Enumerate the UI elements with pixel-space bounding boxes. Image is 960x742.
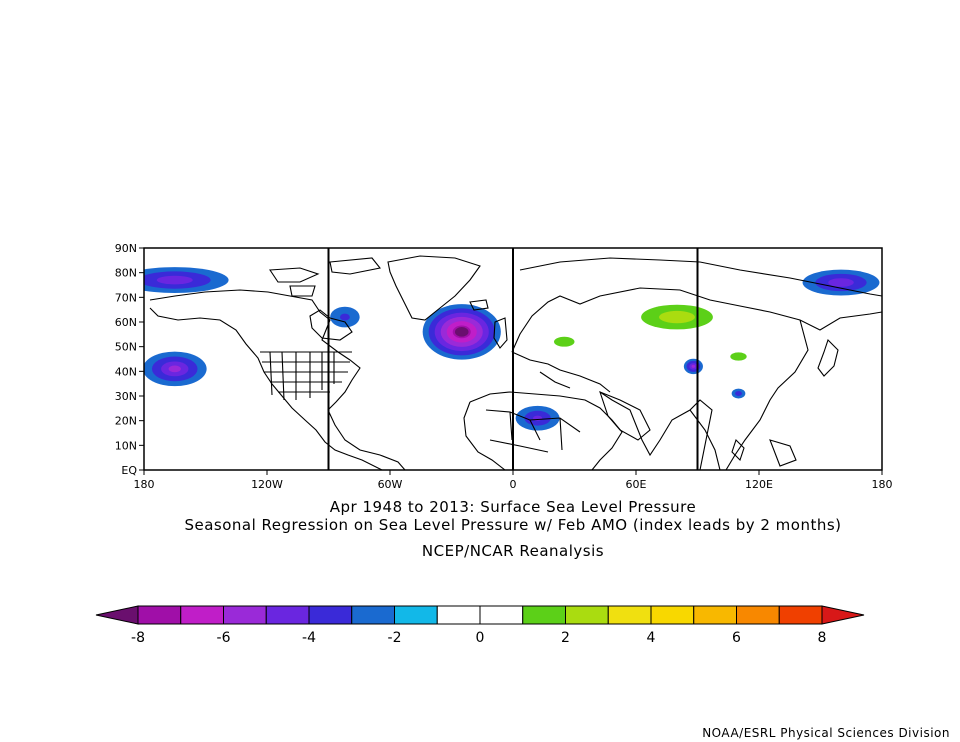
anomaly-cell — [330, 306, 360, 328]
colorbar: -8 -6 -4 -2 0 2 4 6 8 — [95, 605, 865, 646]
chart-source: NCEP/NCAR Reanalysis — [421, 542, 605, 560]
colorbar-swatch — [522, 605, 566, 625]
x-tick-label: 0 — [510, 478, 517, 491]
contour-band — [735, 391, 742, 396]
chart-title: Apr 1948 to 2013: Surface Sea Level Pres… — [329, 498, 697, 516]
anomaly-cell — [623, 298, 731, 336]
y-tick-label: 80N — [115, 267, 137, 280]
y-tick-label: EQ — [121, 464, 137, 477]
colorbar-label: -8 — [131, 630, 145, 646]
y-tick-label: 90N — [115, 242, 137, 255]
anomaly-cell — [827, 392, 835, 400]
x-tick-label: 120W — [251, 478, 283, 491]
colorbar-label: 2 — [561, 630, 570, 646]
contour-band — [156, 275, 193, 285]
colorbar-max-arrow — [821, 605, 865, 625]
colorbar-swatch — [565, 605, 609, 625]
colorbar-swatch — [693, 605, 737, 625]
y-tick-label: 40N — [115, 365, 137, 378]
y-tick-label: 70N — [115, 291, 137, 304]
anomaly-cell — [144, 267, 229, 294]
anomaly-cell — [802, 269, 880, 296]
chart-subtitle: Seasonal Regression on Sea Level Pressur… — [184, 516, 842, 534]
contour-band — [157, 423, 172, 433]
anomaly-cell — [507, 261, 601, 274]
contour-band — [659, 310, 695, 324]
colorbar-swatch — [308, 605, 353, 625]
contour-band — [828, 278, 854, 287]
contour-band — [454, 327, 469, 337]
y-tick-label: 20N — [115, 415, 137, 428]
colorbar-swatch — [778, 605, 823, 625]
colorbar-swatch — [650, 605, 695, 625]
colorbar-swatch — [394, 605, 438, 625]
coastlines — [149, 255, 882, 470]
y-tick-label: 30N — [115, 390, 137, 403]
colorbar-label: 4 — [647, 630, 656, 646]
x-axis-ticks: 180 120W 60W 0 60E 120E 180 — [134, 470, 893, 491]
colorbar-swatch — [607, 605, 652, 625]
x-tick-label: 180 — [872, 478, 893, 491]
contour-band — [730, 352, 747, 361]
colorbar-swatch — [351, 605, 395, 625]
x-tick-label: 60E — [626, 478, 647, 491]
anomaly-cell — [683, 358, 703, 375]
colorbar-label: -6 — [217, 630, 231, 646]
contour-band — [691, 364, 696, 368]
anomaly-field — [144, 248, 882, 470]
colorbar-swatch — [436, 605, 481, 625]
y-tick-label: 10N — [115, 439, 137, 452]
contour-band — [168, 365, 181, 373]
anomaly-cell — [731, 388, 746, 399]
contour-band — [339, 313, 350, 321]
y-tick-label: 60N — [115, 316, 137, 329]
y-axis-ticks: EQ 10N 20N 30N 40N 50N 60N 70N 80N 90N — [115, 242, 144, 477]
contour-band — [827, 392, 835, 400]
colorbar-swatch — [736, 605, 780, 625]
anomaly-cell — [157, 423, 172, 433]
colorbar-swatch — [479, 605, 524, 625]
colorbar-label: -4 — [302, 630, 316, 646]
colorbar-swatch — [180, 605, 224, 625]
meridian-lines — [327, 248, 699, 470]
contour-band — [507, 261, 601, 274]
colorbar-min-arrow — [95, 605, 139, 625]
colorbar-label: -2 — [388, 630, 402, 646]
y-tick-label: 50N — [115, 341, 137, 354]
x-tick-label: 180 — [134, 478, 155, 491]
anomaly-cell — [533, 326, 595, 357]
x-tick-label: 120E — [745, 478, 773, 491]
colorbar-swatch — [137, 605, 182, 625]
colorbar-label: 0 — [476, 630, 485, 646]
colorbar-swatch — [223, 605, 267, 625]
colorbar-swatch — [265, 605, 310, 625]
x-tick-label: 60W — [378, 478, 403, 491]
anomaly-cell — [722, 348, 755, 365]
anomaly-cell — [144, 351, 207, 387]
contour-band — [554, 336, 575, 347]
colorbar-label: 6 — [732, 630, 741, 646]
colorbar-label: 8 — [818, 630, 827, 646]
anomaly-cell — [422, 304, 501, 360]
credit-text: NOAA/ESRL Physical Sciences Division — [702, 726, 950, 740]
